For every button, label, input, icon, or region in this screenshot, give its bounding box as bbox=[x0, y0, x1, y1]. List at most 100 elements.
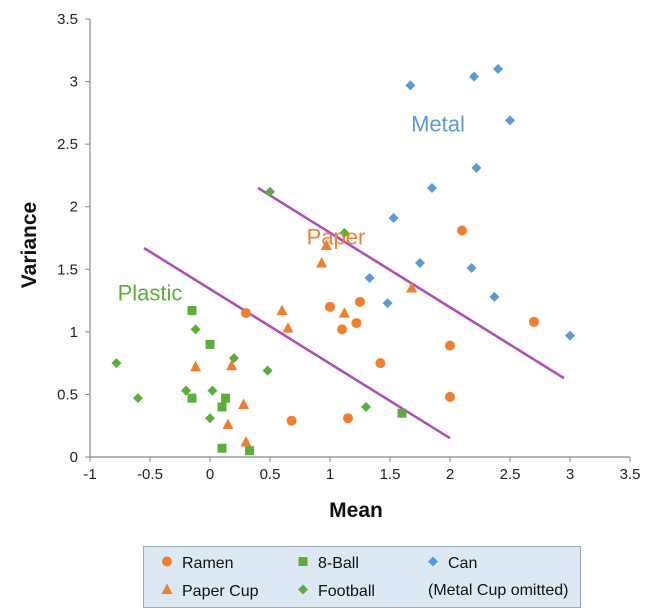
circle-marker-icon bbox=[160, 554, 182, 573]
paper-cup-point bbox=[338, 307, 350, 318]
circle-marker bbox=[162, 556, 172, 567]
paper-cup-point bbox=[316, 257, 328, 268]
square-marker-icon bbox=[296, 554, 318, 573]
x-tick-label: 2 bbox=[446, 466, 454, 483]
can-point bbox=[427, 182, 437, 193]
8-ball-point bbox=[221, 393, 231, 403]
8-ball-point bbox=[245, 446, 255, 456]
region-label-plastic: Plastic bbox=[118, 281, 183, 306]
y-tick-label: 2 bbox=[70, 199, 78, 216]
8-ball-point bbox=[217, 402, 227, 412]
square-marker bbox=[298, 557, 308, 566]
y-tick-label: 0.5 bbox=[57, 386, 78, 403]
ramen-point bbox=[351, 318, 362, 329]
x-tick-label: -0.5 bbox=[137, 466, 163, 483]
football-point bbox=[111, 358, 122, 369]
can-point bbox=[505, 115, 515, 126]
paper-cup-point bbox=[190, 360, 202, 372]
legend-label: Football bbox=[318, 582, 375, 600]
8-ball-point bbox=[205, 339, 215, 349]
can-point bbox=[471, 162, 482, 173]
y-tick-label: 2.5 bbox=[57, 136, 78, 153]
legend-item-8-ball: 8-Ball bbox=[296, 554, 359, 573]
data-points bbox=[111, 64, 575, 456]
diamond-marker bbox=[428, 556, 438, 567]
can-point bbox=[493, 64, 503, 75]
diamond-marker-icon bbox=[426, 554, 448, 573]
8-ball-point bbox=[397, 408, 407, 418]
ramen-point bbox=[445, 340, 455, 351]
legend-label: Paper Cup bbox=[182, 582, 259, 600]
ramen-point bbox=[529, 316, 539, 327]
boundary-line-1 bbox=[257, 186, 565, 380]
y-tick-label: 0 bbox=[70, 449, 78, 466]
8-ball-point bbox=[187, 393, 197, 403]
diamond-marker bbox=[298, 584, 308, 595]
triangle-marker-icon bbox=[160, 582, 182, 601]
legend-label: 8-Ball bbox=[318, 554, 359, 572]
axes: -1 -0.5 0 0.5 1 1.5 2 2.5 3 3.5 0 0.5 1 1.5 2 2.5 3 3.5 bbox=[57, 11, 640, 483]
football-point bbox=[190, 324, 201, 335]
region-label-paper: Paper bbox=[307, 224, 366, 249]
ramen-point bbox=[457, 225, 467, 236]
football-point bbox=[262, 365, 273, 376]
x-tick-label: 3.5 bbox=[620, 466, 641, 483]
football-point bbox=[133, 393, 143, 404]
x-tick-label: 2.5 bbox=[500, 466, 521, 483]
8-ball-point bbox=[187, 306, 197, 316]
can-point bbox=[469, 71, 479, 82]
legend-item-football: Football bbox=[296, 582, 375, 601]
x-tick-label: 3 bbox=[566, 466, 574, 483]
8-ball-point bbox=[217, 443, 227, 453]
can-point bbox=[364, 273, 375, 284]
legend-item-paper-cup: Paper Cup bbox=[160, 582, 259, 601]
paper-cup-point bbox=[276, 304, 288, 316]
legend-item-ramen: Ramen bbox=[160, 554, 234, 573]
ramen-point bbox=[325, 301, 335, 312]
y-tick-label: 3.5 bbox=[57, 11, 78, 28]
football-point bbox=[361, 401, 371, 412]
paper-cup-point bbox=[406, 282, 418, 293]
x-tick-label: 1.5 bbox=[380, 466, 401, 483]
paper-cup-point bbox=[282, 322, 294, 333]
region-labels: Metal Paper Plastic bbox=[118, 112, 465, 306]
football-point bbox=[265, 186, 275, 197]
x-tick-label: 0 bbox=[206, 466, 214, 483]
diamond-marker-icon bbox=[296, 582, 318, 601]
can-point bbox=[405, 80, 416, 91]
boundary-line-2 bbox=[143, 246, 451, 440]
paper-cup-point bbox=[238, 398, 250, 409]
ramen-point bbox=[337, 324, 347, 335]
legend-item-can: Can bbox=[426, 554, 477, 573]
paper-cup-point bbox=[240, 435, 252, 447]
ramen-point bbox=[375, 358, 386, 369]
football-point bbox=[205, 413, 215, 424]
paper-cup-point bbox=[320, 239, 332, 251]
y-axis-title: Variance bbox=[18, 202, 41, 288]
can-point bbox=[415, 258, 425, 269]
y-tick-label: 1.5 bbox=[57, 261, 78, 278]
can-point bbox=[565, 330, 575, 341]
scatter-chart: -1 -0.5 0 0.5 1 1.5 2 2.5 3 3.5 0 0.5 1 1.5 2 2.5 3 3.5 M… bbox=[18, 11, 640, 522]
paper-cup-point bbox=[222, 418, 234, 429]
ramen-point bbox=[343, 413, 353, 424]
triangle-marker bbox=[161, 583, 173, 594]
x-tick-label: 1 bbox=[326, 466, 334, 483]
can-point bbox=[466, 263, 477, 274]
ramen-point bbox=[241, 308, 251, 319]
legend: Ramen 8-Ball Can Paper Cup Football (Met… bbox=[143, 546, 581, 608]
y-tick-label: 3 bbox=[70, 74, 78, 91]
can-point bbox=[382, 298, 393, 309]
x-tick-label: 0.5 bbox=[260, 466, 281, 483]
legend-label: Ramen bbox=[182, 554, 234, 572]
region-label-metal: Metal bbox=[411, 112, 465, 137]
can-point bbox=[489, 291, 500, 302]
legend-label: Can bbox=[448, 554, 478, 572]
football-point bbox=[207, 385, 218, 396]
ramen-point bbox=[445, 391, 455, 402]
can-point bbox=[388, 212, 399, 223]
boundary-lines bbox=[143, 186, 565, 440]
football-point bbox=[181, 385, 191, 396]
paper-cup-point bbox=[226, 359, 238, 371]
ramen-point bbox=[355, 296, 365, 307]
